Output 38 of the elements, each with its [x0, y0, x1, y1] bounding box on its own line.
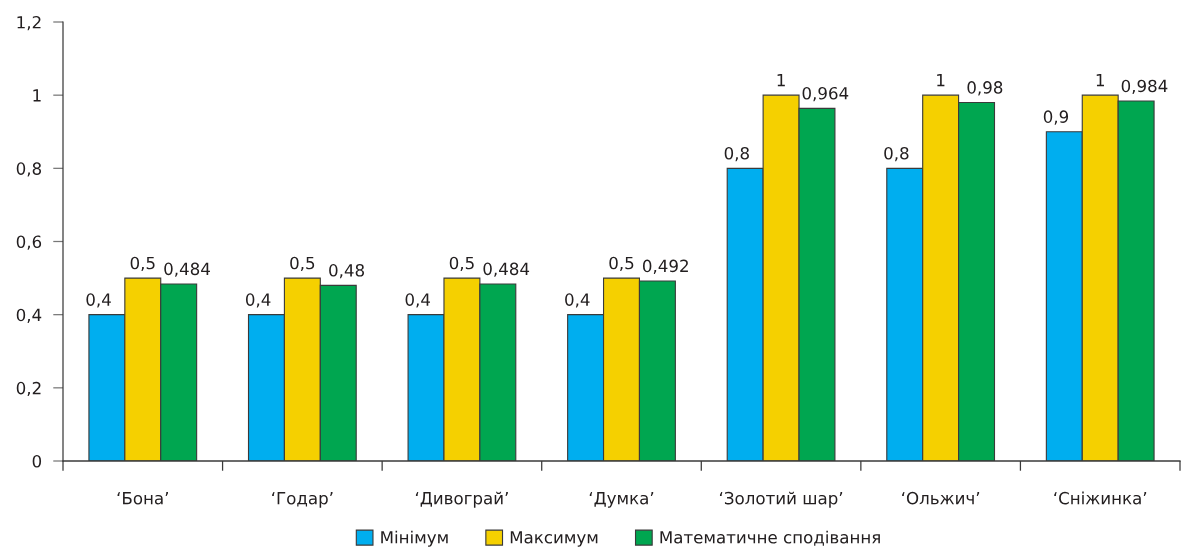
x-tick-label: ‘Думка’: [589, 492, 654, 508]
y-tick-label: 0: [32, 454, 42, 468]
data-label: 0,98: [967, 81, 1003, 96]
x-tick-label: ‘Бона’: [117, 492, 168, 505]
data-label: 0,4: [245, 293, 271, 308]
y-tick-label: 0,6: [16, 235, 42, 250]
data-label: 1: [777, 73, 785, 87]
data-label: 0,484: [483, 262, 530, 277]
x-tick-label: ‘Золотий шар’: [719, 491, 843, 508]
x-tick-label: ‘Дивограй’: [415, 491, 508, 508]
data-label: 0,8: [884, 146, 909, 162]
data-label: 0,492: [642, 259, 688, 274]
data-label: 0,964: [802, 86, 849, 102]
legend-label: Мінімум: [381, 530, 448, 547]
data-label: 0,984: [1121, 79, 1168, 94]
y-tick-label: 0,4: [16, 308, 42, 323]
data-label: 1: [937, 73, 945, 87]
data-label: 0,5: [130, 256, 155, 271]
data-label: 0,5: [449, 256, 474, 271]
x-tick-label: ‘Ольжич’: [902, 491, 980, 505]
data-label: 0,4: [565, 293, 590, 308]
x-tick-label: ‘Годар’: [272, 492, 333, 508]
data-label: 0,9: [1043, 110, 1069, 125]
data-label: 0,5: [609, 256, 634, 271]
y-tick-label: 1: [33, 89, 41, 102]
data-label: 0,5: [290, 256, 315, 271]
data-label: 0,484: [164, 262, 210, 277]
data-label: 0,8: [724, 146, 749, 162]
y-tick-label: 0,8: [16, 162, 42, 177]
y-tick-label: 0,2: [16, 381, 41, 397]
y-tick-label: 1,2: [17, 15, 41, 31]
data-label: 0,4: [405, 293, 431, 308]
legend-label: Математичне сподівання: [660, 530, 880, 546]
data-label: 1: [1096, 73, 1104, 87]
x-tick-label: ‘Сніжинка’: [1054, 491, 1147, 505]
data-label: 0,4: [86, 293, 111, 308]
data-label: 0,48: [329, 264, 365, 279]
legend-label: Максимум: [510, 531, 598, 547]
